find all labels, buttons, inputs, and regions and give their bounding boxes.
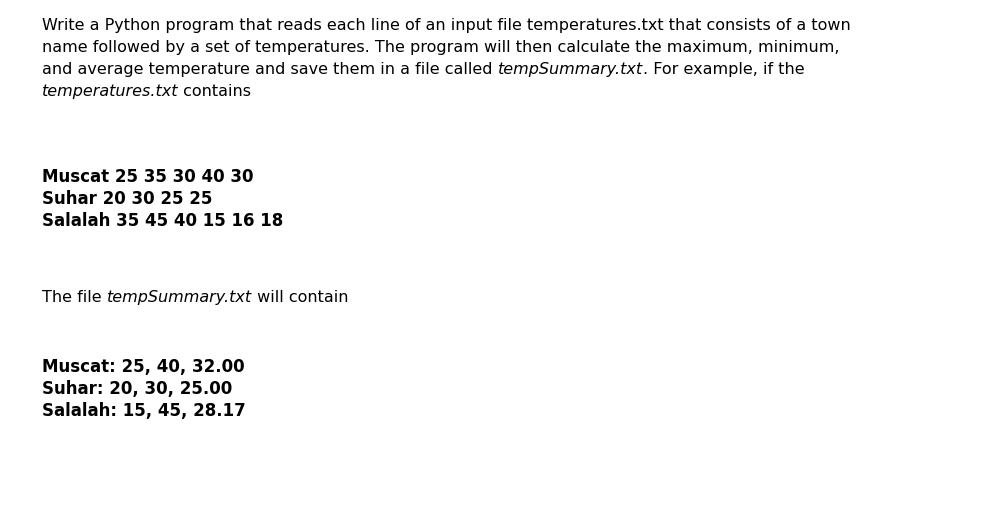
Text: will contain: will contain [251, 290, 348, 305]
Text: Muscat 25 35 30 40 30: Muscat 25 35 30 40 30 [42, 168, 253, 186]
Text: temperatures.txt: temperatures.txt [42, 84, 179, 99]
Text: Muscat: 25, 40, 32.00: Muscat: 25, 40, 32.00 [42, 358, 245, 376]
Text: Write a Python program that reads each line of an input file temperatures.txt th: Write a Python program that reads each l… [42, 18, 850, 33]
Text: The file: The file [42, 290, 107, 305]
Text: Salalah: 15, 45, 28.17: Salalah: 15, 45, 28.17 [42, 402, 246, 420]
Text: . For example, if the: . For example, if the [643, 62, 804, 77]
Text: tempSummary.txt: tempSummary.txt [107, 290, 251, 305]
Text: Suhar: 20, 30, 25.00: Suhar: 20, 30, 25.00 [42, 380, 233, 398]
Text: Salalah 35 45 40 15 16 18: Salalah 35 45 40 15 16 18 [42, 212, 283, 230]
Text: contains: contains [179, 84, 251, 99]
Text: name followed by a set of temperatures. The program will then calculate the maxi: name followed by a set of temperatures. … [42, 40, 839, 55]
Text: tempSummary.txt: tempSummary.txt [498, 62, 643, 77]
Text: Suhar 20 30 25 25: Suhar 20 30 25 25 [42, 190, 213, 208]
Text: and average temperature and save them in a file called: and average temperature and save them in… [42, 62, 498, 77]
